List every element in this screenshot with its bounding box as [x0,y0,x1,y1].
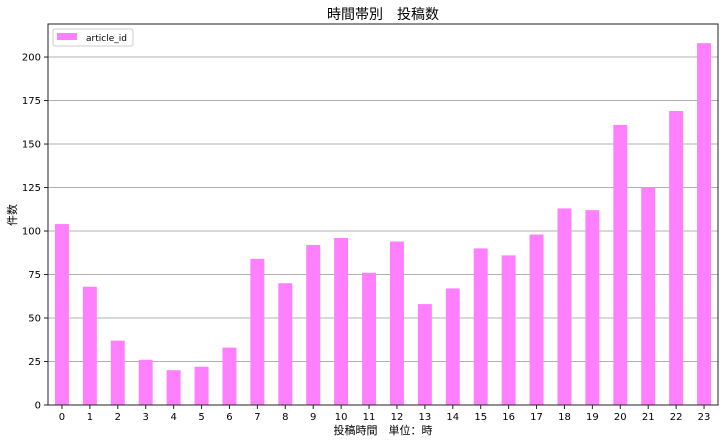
gridlines [48,56,718,406]
x-axis-ticks: 0 1 2 3 4 5 6 7 8 9 10 11 12 13 14 15 16 17 18 19 20 21 22 23 [59,405,711,423]
legend: article_id [52,28,134,47]
bar-15 [473,248,488,405]
y-tick-label: 50 [28,314,41,325]
x-tick-label: 23 [698,412,711,423]
legend-swatch [57,33,77,40]
bar-23 [697,43,712,405]
x-tick-label: 2 [115,412,121,423]
x-tick-label: 19 [586,412,599,423]
x-tick-label: 21 [642,412,655,423]
bar-11 [362,272,377,405]
x-tick-label: 17 [530,412,543,423]
plot-frame [47,23,719,406]
x-tick-label: 14 [446,412,459,423]
bar-5 [194,366,209,405]
y-tick-label: 25 [28,357,41,368]
y-axis-label: 件数 [6,204,19,226]
bar-19 [585,210,600,405]
bar-20 [613,124,628,405]
y-tick-label: 125 [22,183,41,194]
legend-label: article_id [86,34,127,44]
bar-14 [445,288,460,405]
x-tick-label: 8 [282,412,288,423]
y-tick-label: 100 [22,227,41,238]
x-tick-label: 22 [670,412,683,423]
bar-16 [501,255,516,405]
x-tick-label: 6 [226,412,232,423]
x-tick-label: 1 [87,412,93,423]
x-tick-label: 12 [391,412,404,423]
bar-18 [557,208,572,405]
bar-22 [669,110,684,405]
bar-9 [306,244,321,405]
x-axis-label: 投稿時間 単位：時 [334,423,433,437]
chart-title: 時間帯別 投稿数 [327,7,439,23]
x-tick-label: 9 [310,412,316,423]
x-tick-label: 7 [254,412,260,423]
bars [54,43,712,405]
x-tick-label: 11 [363,412,376,423]
y-axis-ticks: 0 25 50 75 100 125 150 175 200 [22,53,48,412]
x-tick-label: 15 [474,412,487,423]
x-tick-label: 13 [419,412,432,423]
x-tick-label: 4 [170,412,176,423]
x-tick-label: 20 [614,412,627,423]
y-tick-label: 200 [22,53,41,64]
x-tick-label: 18 [558,412,571,423]
bar-7 [250,258,265,405]
bar-0 [54,224,69,405]
y-tick-label: 175 [22,96,41,107]
x-tick-label: 10 [335,412,348,423]
x-tick-label: 16 [502,412,515,423]
bar-13 [417,304,432,405]
y-tick-label: 150 [22,140,41,151]
y-tick-label: 0 [35,401,41,412]
bar-2 [110,340,125,405]
bar-21 [641,187,656,405]
bar-17 [529,234,544,405]
x-tick-label: 0 [59,412,65,423]
bar-4 [166,370,181,405]
bar-1 [82,286,97,405]
x-tick-label: 5 [198,412,204,423]
y-tick-label: 75 [28,270,41,281]
bar-3 [138,359,153,405]
x-tick-label: 3 [143,412,149,423]
bar-12 [389,241,404,405]
bar-10 [334,237,349,405]
bar-8 [278,283,293,405]
bar-6 [222,347,237,405]
